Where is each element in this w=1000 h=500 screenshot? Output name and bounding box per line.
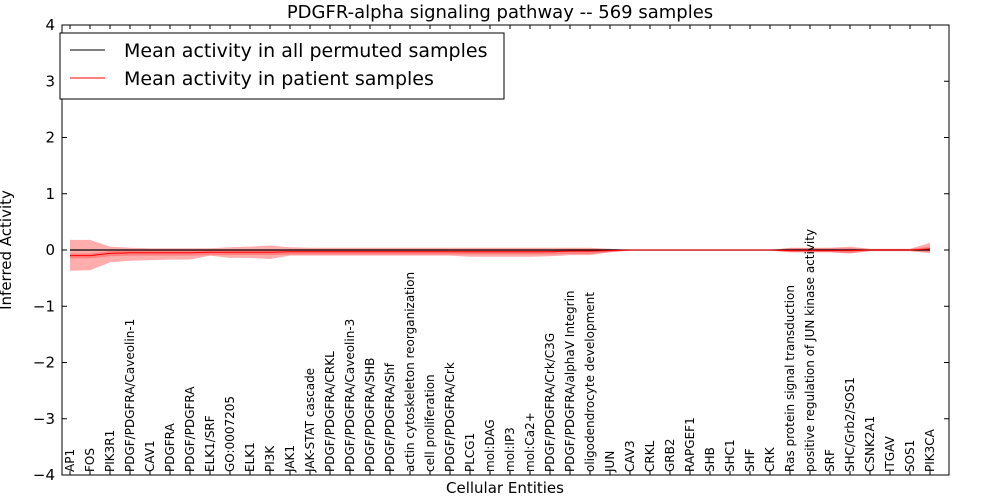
x-tick-label: actin cytoskeleton reorganization <box>403 272 417 472</box>
x-tick-label: PDGF/PDGFRA/Caveolin-1 <box>123 319 137 472</box>
confidence-band <box>70 239 930 271</box>
legend: Mean activity in all permuted samples Me… <box>59 32 505 100</box>
x-tick-label: RAPGEF1 <box>683 417 697 472</box>
x-axis-title: Cellular Entities <box>446 479 564 497</box>
x-tick-label: ELK1/SRF <box>203 415 217 472</box>
y-tick-label: 4 <box>45 16 55 34</box>
y-tick-label: −1 <box>33 297 55 315</box>
x-tick-label: GO:0007205 <box>223 396 237 472</box>
x-tick-label: JUN <box>603 451 617 473</box>
x-axis: AP1 FOS PIK3R1 PDGF/PDGFRA/Caveolin-1 CAV1 PD… <box>63 25 937 475</box>
x-tick-label: AP1 <box>63 449 77 472</box>
series-lines <box>70 248 931 257</box>
y-tick-label: −3 <box>33 410 55 428</box>
legend-label-permuted: Mean activity in all permuted samples <box>124 40 487 62</box>
x-tick-label: PI3K <box>263 445 277 472</box>
x-tick-label: PDGF/PDGFRA <box>183 386 197 472</box>
patient-mean-line <box>70 248 931 257</box>
x-tick-label: PDGF/PDGFRA/Caveolin-3 <box>343 319 357 472</box>
x-tick-label: Ras protein signal transduction <box>783 285 797 472</box>
x-tick-label: PDGF/PDGFRA/Crk <box>443 362 457 472</box>
x-tick-label: PIK3CA <box>923 428 937 472</box>
x-tick-label: mol:DAG <box>483 419 497 472</box>
x-tick-label: SHB <box>703 447 717 472</box>
y-tick-label: 3 <box>45 72 55 90</box>
x-tick-label: SOS1 <box>903 440 917 472</box>
x-tick-label: PDGF/PDGFRA/CRKL <box>323 351 337 472</box>
x-tick-label: SHC1 <box>723 439 737 472</box>
y-tick-label: 1 <box>45 185 55 203</box>
x-tick-label: PDGF/PDGFRA/alphaV Integrin <box>563 290 577 472</box>
y-tick-label: 2 <box>45 129 55 147</box>
chart-title: PDGFR-alpha signaling pathway -- 569 sam… <box>287 2 713 23</box>
x-tick-label: oligodendrocyte development <box>583 292 597 472</box>
x-tick-label: cell proliferation <box>423 374 437 472</box>
y-axis-title: Inferred Activity <box>0 190 15 310</box>
x-tick-label: CSNK2A1 <box>863 416 877 472</box>
x-tick-label: CAV1 <box>143 440 157 472</box>
x-tick-label: PIK3R1 <box>103 430 117 472</box>
x-tick-label: FOS <box>83 448 97 472</box>
x-tick-label: mol:IP3 <box>503 427 517 472</box>
x-tick-label: mol:Ca2+ <box>523 412 537 472</box>
x-tick-label: CRK <box>763 446 777 472</box>
x-tick-label: PDGF/PDGFRA/SHB <box>363 358 377 472</box>
y-axis: 4 3 2 1 0 −1 −2 −3 −4 <box>33 16 949 484</box>
legend-box <box>59 32 505 100</box>
x-tick-label: JAK-STAT cascade <box>303 368 317 473</box>
x-tick-label: JAK1 <box>283 445 297 473</box>
y-tick-label: 0 <box>45 241 55 259</box>
x-tick-label: PLCG1 <box>463 433 477 472</box>
y-tick-label: −2 <box>33 354 55 372</box>
x-tick-label: CRKL <box>643 440 657 472</box>
x-tick-label: GRB2 <box>663 438 677 472</box>
x-tick-label: SRF <box>823 449 837 472</box>
x-tick-label: positive regulation of JUN kinase activi… <box>803 229 817 472</box>
x-tick-label: CAV3 <box>623 440 637 472</box>
y-tick-label: −4 <box>33 466 55 484</box>
x-tick-label: PDGF/PDGFRA/Shf <box>383 362 397 472</box>
x-tick-label: SHF <box>743 448 757 472</box>
legend-label-patient: Mean activity in patient samples <box>124 68 434 90</box>
patient-activity-band <box>70 239 930 271</box>
x-tick-label: PDGFRA <box>163 422 177 472</box>
x-tick-label: PDGF/PDGFRA/Crk/C3G <box>543 333 557 472</box>
x-tick-label: ELK1 <box>243 442 257 472</box>
x-tick-label: SHC/Grb2/SOS1 <box>843 377 857 472</box>
x-tick-label: ITGAV <box>883 435 897 472</box>
